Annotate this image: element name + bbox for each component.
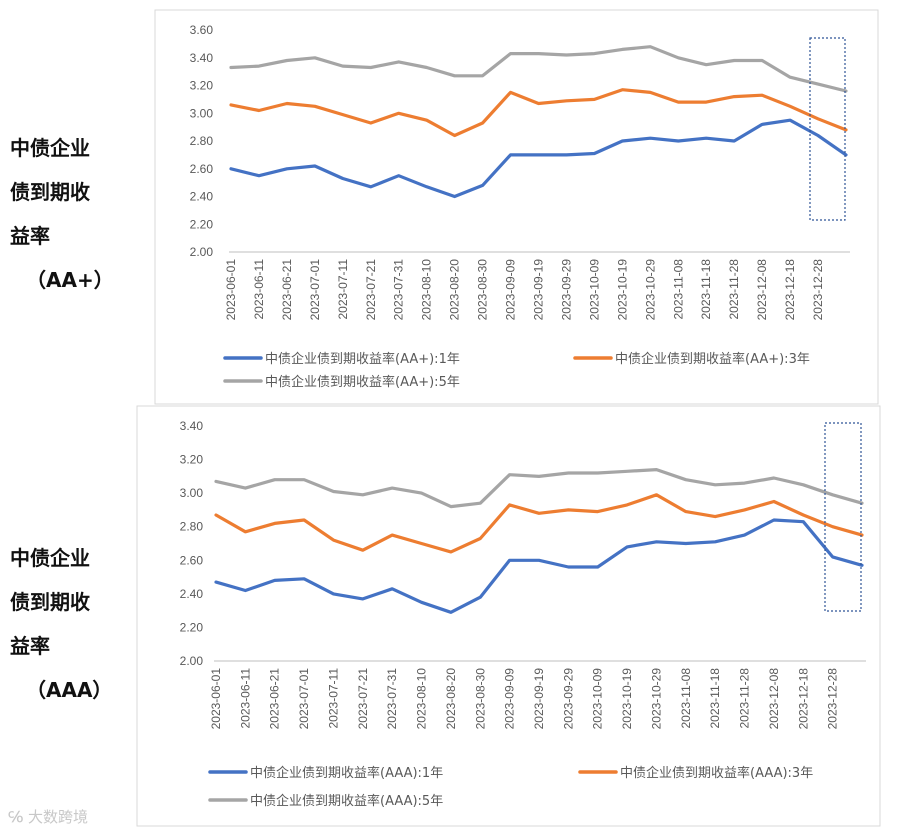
aaa-y-tick-label: 2.80 xyxy=(180,520,204,534)
bottom-label-line-1: 中债企业 xyxy=(10,546,90,570)
aaa-chart-frame xyxy=(136,405,881,827)
bottom-chart-side-label: 中债企业 债到期收 益率 （AAA） xyxy=(10,536,130,712)
aa-plus-x-tick-label: 2023-09-09 xyxy=(504,259,518,321)
aa-plus-x-tick-label: 2023-06-01 xyxy=(224,259,238,321)
aaa-x-tick-label: 2023-12-18 xyxy=(796,668,810,730)
aaa-legend-label: 中债企业债到期收益率(AAA):1年 xyxy=(250,765,443,781)
aa-plus-series-line-5y xyxy=(229,45,848,93)
aa-plus-x-tick-label: 2023-08-10 xyxy=(420,259,434,321)
aa-plus-x-tick-label: 2023-12-08 xyxy=(755,259,769,321)
aa-plus-x-tick-label: 2023-12-28 xyxy=(811,259,825,321)
aa-plus-y-tick-label: 3.60 xyxy=(190,23,214,37)
aa-plus-y-tick-label: 2.80 xyxy=(190,134,214,148)
aaa-y-tick-label: 3.00 xyxy=(180,486,204,500)
aa-plus-series-line-3y xyxy=(229,88,848,138)
aaa-y-tick-label: 3.40 xyxy=(180,419,204,433)
aa-plus-x-tick-label: 2023-07-31 xyxy=(392,259,406,321)
aaa-y-tick-label: 2.40 xyxy=(180,587,204,601)
aaa-x-tick-label: 2023-10-19 xyxy=(620,668,634,730)
aaa-series-line-3y xyxy=(214,493,864,554)
aaa-x-tick-label: 2023-07-11 xyxy=(326,668,340,729)
aa-plus-x-tick-label: 2023-06-11 xyxy=(252,259,266,320)
aaa-x-tick-label: 2023-11-18 xyxy=(708,668,722,729)
aaa-legend-label: 中债企业债到期收益率(AAA):5年 xyxy=(250,793,443,809)
aa-plus-y-tick-label: 2.20 xyxy=(190,217,214,231)
top-label-line-3: 益率 xyxy=(10,224,50,248)
aa-plus-y-tick-label: 3.20 xyxy=(190,79,214,93)
aaa-x-tick-label: 2023-11-08 xyxy=(679,668,693,729)
aaa-x-tick-label: 2023-08-10 xyxy=(415,668,429,730)
top-chart-side-label: 中债企业 债到期收 益率 （AA+） xyxy=(10,126,130,302)
top-label-line-1: 中债企业 xyxy=(10,136,90,160)
aa-plus-y-tick-label: 2.00 xyxy=(190,245,214,259)
aaa-y-tick-label: 2.00 xyxy=(180,654,204,668)
aaa-y-tick-label: 3.20 xyxy=(180,453,204,467)
aaa-x-tick-label: 2023-09-29 xyxy=(561,668,575,730)
aa-plus-x-tick-label: 2023-10-09 xyxy=(587,259,601,321)
aa-plus-x-tick-label: 2023-09-29 xyxy=(559,259,573,321)
aa-plus-chart-frame xyxy=(154,9,879,405)
watermark-logo-icon: ℅ xyxy=(8,808,29,826)
top-label-line-2: 债到期收 xyxy=(10,180,90,204)
aa-plus-x-tick-label: 2023-10-29 xyxy=(643,259,657,321)
aa-plus-x-tick-label: 2023-09-19 xyxy=(532,259,546,321)
aa-plus-legend-label: 中债企业债到期收益率(AA+):1年 xyxy=(265,351,460,367)
aa-plus-x-tick-label: 2023-07-21 xyxy=(364,259,378,321)
watermark-text: 大数跨境 xyxy=(28,808,89,826)
aa-plus-x-tick-label: 2023-10-19 xyxy=(615,259,629,321)
aa-plus-x-tick-label: 2023-08-30 xyxy=(476,259,490,321)
aaa-x-tick-label: 2023-12-28 xyxy=(826,668,840,730)
aaa-x-tick-label: 2023-06-21 xyxy=(268,668,282,730)
aa-plus-x-tick-label: 2023-07-11 xyxy=(336,259,350,320)
aa-plus-x-tick-label: 2023-11-08 xyxy=(671,259,685,320)
aaa-x-tick-label: 2023-11-28 xyxy=(738,668,752,729)
watermark: ℅ 大数跨境 xyxy=(8,806,88,827)
top-label-line-4: （AA+） xyxy=(26,268,114,292)
aa-plus-chart: 2.00 2.20 2.40 2.60 2.80 3.00 3.20 3.40 3.60 2023… xyxy=(154,9,879,405)
aaa-series-line-1y xyxy=(214,518,864,614)
aaa-x-tick-label: 2023-10-09 xyxy=(591,668,605,730)
aa-plus-series-line-1y xyxy=(229,118,848,199)
bottom-label-line-4: （AAA） xyxy=(26,678,113,702)
aaa-x-tick-label: 2023-07-21 xyxy=(356,668,370,730)
aa-plus-y-tick-label: 2.60 xyxy=(190,162,214,176)
aaa-chart: 2.00 2.20 2.40 2.60 2.80 3.00 3.20 3.40 2023-06-… xyxy=(136,405,881,827)
aaa-x-tick-label: 2023-08-30 xyxy=(473,668,487,730)
aaa-series-line-5y xyxy=(214,468,864,509)
aa-plus-x-tick-label: 2023-06-21 xyxy=(280,259,294,321)
aaa-highlight-box xyxy=(824,422,862,612)
aaa-x-tick-label: 2023-06-01 xyxy=(209,668,223,730)
aa-plus-y-tick-label: 3.00 xyxy=(190,106,214,120)
aaa-x-tick-label: 2023-10-29 xyxy=(649,668,663,730)
aaa-x-tick-label: 2023-09-09 xyxy=(503,668,517,730)
aa-plus-y-tick-label: 3.40 xyxy=(190,51,214,65)
bottom-label-line-3: 益率 xyxy=(10,634,50,658)
aa-plus-x-tick-label: 2023-11-28 xyxy=(727,259,741,320)
aaa-legend-label: 中债企业债到期收益率(AAA):3年 xyxy=(620,765,813,781)
aa-plus-legend-label: 中债企业债到期收益率(AA+):3年 xyxy=(615,351,810,367)
aa-plus-legend-label: 中债企业债到期收益率(AA+):5年 xyxy=(265,374,460,390)
aaa-y-tick-label: 2.60 xyxy=(180,553,204,567)
aaa-x-tick-label: 2023-12-08 xyxy=(767,668,781,730)
bottom-label-line-2: 债到期收 xyxy=(10,590,90,614)
aaa-x-tick-label: 2023-09-19 xyxy=(532,668,546,730)
aaa-y-tick-label: 2.20 xyxy=(180,620,204,634)
aaa-x-tick-label: 2023-06-11 xyxy=(238,668,252,729)
aaa-x-tick-label: 2023-08-20 xyxy=(444,668,458,730)
aaa-x-tick-label: 2023-07-01 xyxy=(297,668,311,730)
aa-plus-y-tick-label: 2.40 xyxy=(190,190,214,204)
aaa-x-tick-label: 2023-07-31 xyxy=(385,668,399,730)
aa-plus-highlight-box xyxy=(809,37,846,221)
aa-plus-x-tick-label: 2023-07-01 xyxy=(308,259,322,321)
aa-plus-x-tick-label: 2023-11-18 xyxy=(699,259,713,320)
aa-plus-x-tick-label: 2023-08-20 xyxy=(448,259,462,321)
aa-plus-x-tick-label: 2023-12-18 xyxy=(783,259,797,321)
